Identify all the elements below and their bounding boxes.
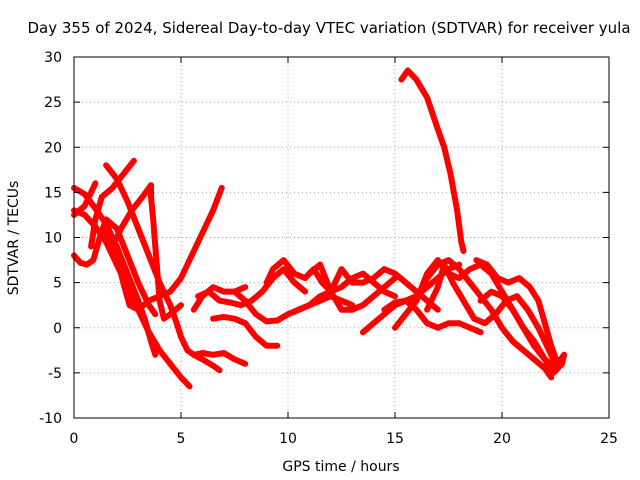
y-tick-label: 15 <box>44 185 62 201</box>
series-track-3 <box>71 216 159 318</box>
x-tick-label: 15 <box>386 431 404 447</box>
series-track-16 <box>306 261 398 313</box>
series-track-8 <box>109 182 184 322</box>
y-tick-label: 10 <box>44 231 62 247</box>
x-tick-label: 0 <box>70 431 79 447</box>
series-track-5 <box>88 157 137 250</box>
y-tick-label: 30 <box>44 50 62 66</box>
x-tick-label: 25 <box>600 431 618 447</box>
x-tick-label: 5 <box>177 431 186 447</box>
series-group <box>71 67 568 390</box>
series-track-11 <box>195 266 309 309</box>
y-tick-label: 20 <box>44 140 62 156</box>
y-tick-label: 25 <box>44 95 62 111</box>
series-track-12 <box>210 313 281 349</box>
y-axis-label: SDTVAR / TECUs <box>6 181 22 296</box>
chart-title: Day 355 of 2024, Sidereal Day-to-day VTE… <box>27 19 630 37</box>
y-tick-label: -10 <box>39 411 62 427</box>
series-track-23 <box>473 257 568 367</box>
series-track-9 <box>190 350 249 367</box>
x-tick-label: 10 <box>279 431 297 447</box>
x-tick-label: 20 <box>493 431 511 447</box>
y-tick-label: -5 <box>48 366 62 382</box>
series-track-24 <box>477 288 568 376</box>
ticks: 0 5 10 15 20 25 -10 -5 0 5 10 15 20 25 30 <box>39 50 618 447</box>
y-tick-label: 0 <box>53 321 62 337</box>
y-tick-label: 5 <box>53 276 62 292</box>
series-track-19 <box>398 67 467 254</box>
series-track-22 <box>424 261 565 367</box>
x-axis-label: GPS time / hours <box>282 459 399 475</box>
series-track-15 <box>295 266 441 313</box>
grid <box>74 57 609 418</box>
series-track-18 <box>381 297 484 336</box>
series-track-6 <box>71 180 99 218</box>
